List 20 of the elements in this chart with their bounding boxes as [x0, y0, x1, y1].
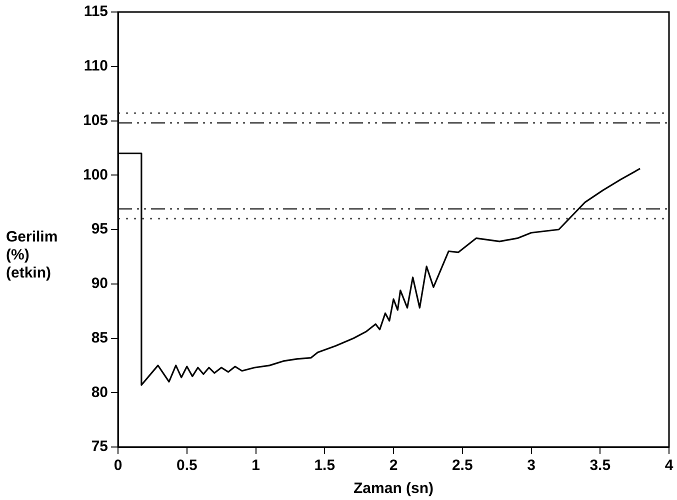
- x-tick-label: 1.5: [314, 457, 336, 474]
- y-axis-title: Gerilim (%) (etkin): [6, 228, 58, 282]
- x-tick-label: 3: [527, 457, 536, 474]
- x-tick-label: 2.5: [452, 457, 473, 474]
- x-tick-label: 0.5: [176, 457, 198, 474]
- y-tick-label: 100: [82, 166, 108, 184]
- x-tick-label: 0: [114, 457, 122, 474]
- y-tick-label: 95: [91, 220, 108, 238]
- y-tick-label: 80: [91, 384, 108, 401]
- x-tick-label: 2: [389, 457, 398, 474]
- y-tick-label: 90: [91, 275, 108, 292]
- y-tick-label: 105: [82, 112, 108, 129]
- y-tick-label: 75: [91, 438, 108, 456]
- y-tick-label: 115: [84, 3, 108, 20]
- y-tick-label: 110: [84, 58, 108, 75]
- x-axis-title: Zaman (sn): [354, 480, 434, 498]
- x-tick-label: 4: [664, 457, 674, 474]
- y-tick-label: 85: [91, 329, 108, 346]
- x-tick-label: 1: [252, 457, 260, 474]
- x-tick-label: 3.5: [590, 457, 611, 474]
